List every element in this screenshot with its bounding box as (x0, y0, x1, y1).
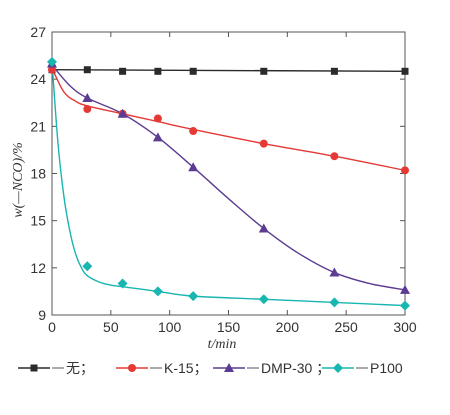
x-tick-label: 0 (48, 319, 56, 335)
y-tick-label: 18 (30, 166, 46, 182)
series-line-0 (51, 69, 406, 73)
legend-item: K-15； (116, 360, 208, 377)
legend-marker (224, 363, 234, 372)
x-tick-label: 150 (217, 319, 241, 335)
y-tick-label: 27 (30, 24, 46, 40)
plot-border (51, 31, 406, 316)
y-tick-label: 12 (30, 260, 46, 276)
legend-marker (128, 364, 136, 372)
x-tick-label: 300 (393, 319, 417, 335)
y-tick-label: 21 (30, 118, 46, 134)
plot-area (51, 31, 406, 316)
legend-item: 无； (18, 360, 94, 377)
x-tick-label: 50 (103, 319, 119, 335)
data-point (119, 67, 127, 75)
data-point (117, 108, 128, 118)
x-tick-label: 250 (334, 319, 358, 335)
legend: 无； K-15； DMP-30 ； P100 (18, 360, 403, 377)
data-point (189, 127, 198, 136)
data-point (48, 65, 56, 74)
legend-label: DMP-30 ； (261, 360, 330, 377)
legend-label: P100 (370, 360, 403, 376)
x-tick-label: 200 (276, 319, 300, 335)
data-point (117, 278, 128, 289)
legend-label: K-15； (164, 360, 208, 377)
data-point (330, 67, 338, 75)
data-point (258, 223, 269, 233)
data-point (82, 93, 93, 103)
data-point (330, 152, 339, 161)
data-point (260, 67, 268, 75)
legend-item: P100 (322, 360, 403, 376)
data-point (154, 67, 162, 75)
data-point (153, 114, 162, 123)
data-point (152, 286, 163, 297)
tick-labels: 0 50 100 150 200 250 300 9 12 15 18 21 24 27 (30, 24, 416, 335)
y-tick-label: 24 (30, 71, 46, 87)
series-line-1 (51, 67, 406, 172)
legend-marker (333, 363, 343, 373)
data-point (152, 132, 163, 142)
data-point (83, 105, 92, 114)
y-axis-label: w(—NCO)/% (11, 142, 26, 217)
series-line-3 (51, 61, 406, 307)
data-point (400, 300, 410, 311)
series-markers (47, 56, 410, 311)
y-tick-label: 9 (38, 307, 46, 323)
data-point (329, 267, 340, 277)
data-point (258, 294, 269, 305)
series-line-2 (51, 64, 406, 291)
data-point (82, 261, 93, 272)
legend-label: 无； (66, 360, 94, 377)
series-curves (51, 61, 406, 307)
y-tick-label: 15 (30, 213, 46, 229)
data-point (259, 139, 268, 148)
data-point (400, 284, 410, 294)
axis-ticks (51, 31, 406, 316)
data-point (188, 291, 199, 302)
data-point (189, 67, 197, 75)
data-point (188, 162, 199, 172)
data-point (47, 56, 57, 67)
x-axis-label: t/min (208, 337, 237, 352)
legend-marker (30, 364, 38, 372)
data-point (329, 297, 340, 308)
data-point (401, 67, 409, 75)
x-tick-label: 100 (158, 319, 182, 335)
data-point (401, 166, 409, 175)
data-point (83, 66, 91, 74)
legend-item: DMP-30 ； (213, 360, 330, 377)
